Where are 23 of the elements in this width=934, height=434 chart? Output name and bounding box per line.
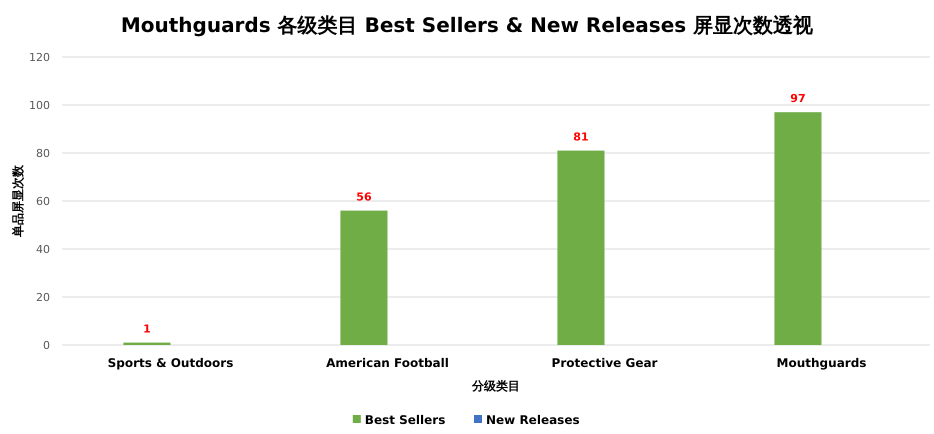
bar [774, 112, 822, 345]
y-tick-label: 60 [36, 195, 50, 208]
bar [340, 210, 388, 345]
x-tick-label: Protective Gear [552, 356, 658, 370]
legend-label: New Releases [486, 413, 580, 427]
x-axis-title: 分级类目 [471, 379, 520, 393]
data-label: 81 [573, 130, 589, 144]
legend-label: Best Sellers [364, 413, 446, 427]
data-label: 1 [143, 322, 151, 336]
y-tick-label: 40 [36, 243, 50, 256]
y-tick-label: 20 [36, 291, 50, 304]
bar [557, 150, 604, 345]
data-label: 56 [356, 190, 372, 204]
y-tick-label: 0 [43, 339, 50, 352]
data-label: 97 [790, 92, 806, 106]
x-tick-label: Mouthguards [776, 356, 866, 370]
x-tick-label: Sports & Outdoors [108, 356, 234, 370]
chart-title: Mouthguards 各级类目 Best Sellers & New Releases 屏显次数透视 [120, 13, 814, 37]
y-axis-title: 单品屏显次数 [11, 164, 25, 238]
y-tick-label: 80 [36, 147, 50, 160]
y-tick-label: 120 [29, 51, 50, 64]
y-tick-label: 100 [29, 99, 50, 112]
x-tick-label: American Football [326, 356, 449, 370]
